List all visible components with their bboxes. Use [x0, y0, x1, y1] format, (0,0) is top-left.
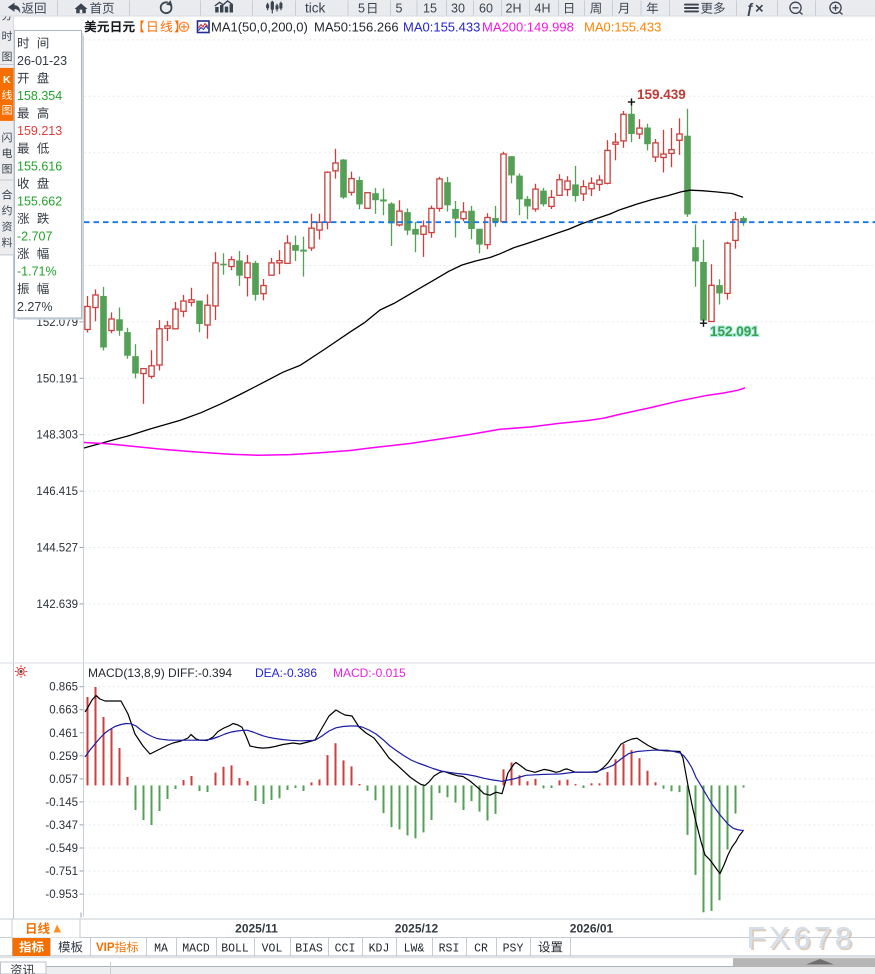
svg-text:K: K	[3, 74, 11, 86]
svg-text:VOL: VOL	[262, 943, 283, 956]
svg-text:158.354: 158.354	[17, 89, 62, 103]
svg-text:-1.71%: -1.71%	[17, 265, 57, 279]
svg-text:ƒ: ƒ	[746, 0, 754, 16]
svg-text:0.461: 0.461	[49, 728, 78, 740]
svg-text:30: 30	[451, 2, 465, 16]
svg-text:159.213: 159.213	[17, 124, 62, 138]
svg-text:BOLL: BOLL	[221, 943, 249, 956]
svg-text:152.079: 152.079	[36, 317, 78, 329]
svg-text:✕: ✕	[755, 4, 765, 16]
svg-text:15: 15	[423, 2, 437, 16]
svg-text:tick: tick	[305, 1, 326, 16]
svg-text:0.057: 0.057	[49, 774, 78, 786]
svg-text:26-01-23: 26-01-23	[17, 54, 67, 68]
svg-text:144.527: 144.527	[36, 543, 78, 555]
svg-text:146.415: 146.415	[36, 486, 78, 498]
svg-text:FX678: FX678	[747, 920, 856, 955]
svg-text:CCI: CCI	[335, 943, 356, 956]
svg-text:PSY: PSY	[503, 943, 524, 956]
svg-text:LW&: LW&	[404, 943, 425, 956]
svg-text:0.663: 0.663	[49, 705, 78, 717]
svg-text:MA0:155.433: MA0:155.433	[584, 20, 661, 35]
svg-text:-0.549: -0.549	[45, 843, 78, 855]
svg-text:142.639: 142.639	[36, 599, 78, 611]
svg-text:155.662: 155.662	[17, 195, 62, 209]
svg-text:0.865: 0.865	[49, 682, 78, 694]
svg-text:CR: CR	[474, 943, 488, 956]
svg-text:-2.707: -2.707	[17, 230, 52, 244]
svg-text:152.091: 152.091	[710, 324, 759, 339]
svg-text:MA0:155.433: MA0:155.433	[403, 20, 480, 35]
svg-text:RSI: RSI	[439, 943, 460, 956]
svg-text:-0.953: -0.953	[45, 889, 78, 901]
svg-text:2.27%: 2.27%	[17, 300, 52, 314]
svg-text:5: 5	[396, 2, 403, 16]
svg-text:4H: 4H	[535, 2, 551, 16]
svg-text:-0.347: -0.347	[45, 820, 78, 832]
svg-text:-0.145: -0.145	[45, 797, 78, 809]
svg-text:MA200:149.998: MA200:149.998	[482, 20, 574, 35]
svg-text:DEA:-0.386: DEA:-0.386	[255, 666, 317, 680]
svg-text:MACD(13,8,9) DIFF:-0.394: MACD(13,8,9) DIFF:-0.394	[88, 666, 232, 680]
svg-text:2026/01: 2026/01	[570, 922, 614, 936]
svg-text:MA50:156.266: MA50:156.266	[314, 20, 399, 35]
svg-text:148.303: 148.303	[36, 430, 78, 442]
svg-text:150.191: 150.191	[36, 373, 78, 385]
svg-text:FX678: FX678	[749, 922, 858, 957]
svg-text:155.616: 155.616	[17, 159, 62, 173]
svg-text:MACD: MACD	[182, 943, 210, 956]
svg-text:-0.751: -0.751	[45, 866, 78, 878]
svg-text:2025/12: 2025/12	[395, 922, 439, 936]
svg-text:BIAS: BIAS	[295, 943, 323, 956]
svg-text:159.439: 159.439	[637, 87, 686, 102]
svg-text:VIP: VIP	[96, 942, 115, 954]
svg-text:0.259: 0.259	[49, 751, 78, 763]
svg-text:KDJ: KDJ	[369, 943, 390, 956]
svg-text:MA: MA	[154, 943, 168, 956]
svg-text:2025/11: 2025/11	[235, 922, 278, 936]
svg-text:60: 60	[479, 2, 493, 16]
svg-text:5: 5	[358, 2, 365, 16]
svg-text:2H: 2H	[506, 2, 522, 16]
svg-text:MA1(50,0,200,0): MA1(50,0,200,0)	[211, 20, 308, 35]
svg-text:MACD:-0.015: MACD:-0.015	[333, 666, 406, 680]
